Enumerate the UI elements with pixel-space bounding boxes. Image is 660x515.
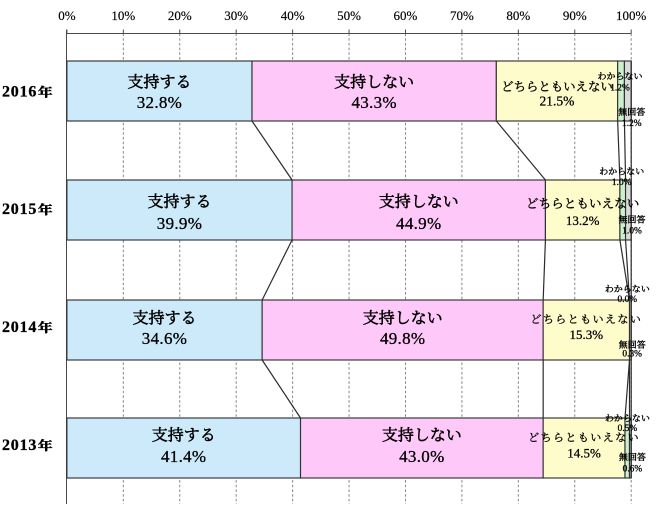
svg-text:0.3%: 0.3% bbox=[622, 349, 642, 359]
svg-text:0.5%: 0.5% bbox=[618, 424, 638, 434]
svg-text:100%: 100% bbox=[616, 8, 647, 23]
svg-text:1.0%: 1.0% bbox=[622, 226, 642, 236]
svg-text:0.0%: 0.0% bbox=[618, 295, 638, 305]
svg-text:10%: 10% bbox=[111, 8, 135, 23]
svg-text:50%: 50% bbox=[337, 8, 361, 23]
svg-text:41.4%: 41.4% bbox=[161, 447, 206, 466]
svg-text:0.6%: 0.6% bbox=[623, 464, 643, 474]
svg-text:21.5%: 21.5% bbox=[540, 94, 575, 109]
svg-text:49.8%: 49.8% bbox=[380, 329, 425, 348]
svg-text:30%: 30% bbox=[224, 8, 248, 23]
svg-text:20%: 20% bbox=[168, 8, 192, 23]
svg-text:15.3%: 15.3% bbox=[570, 327, 604, 342]
svg-text:14.5%: 14.5% bbox=[567, 445, 601, 460]
svg-text:0%: 0% bbox=[58, 8, 76, 23]
svg-text:1.2%: 1.2% bbox=[610, 83, 630, 93]
svg-text:90%: 90% bbox=[563, 8, 587, 23]
svg-text:40%: 40% bbox=[281, 8, 305, 23]
svg-text:43.3%: 43.3% bbox=[351, 93, 396, 112]
svg-text:39.9%: 39.9% bbox=[157, 214, 202, 233]
svg-text:80%: 80% bbox=[506, 8, 530, 23]
svg-text:2014: 2014 bbox=[2, 319, 37, 336]
svg-text:2013: 2013 bbox=[2, 437, 37, 454]
svg-text:1.0%: 1.0% bbox=[612, 178, 632, 188]
svg-text:44.9%: 44.9% bbox=[396, 214, 441, 233]
svg-text:60%: 60% bbox=[394, 8, 418, 23]
svg-text:2015: 2015 bbox=[2, 201, 37, 218]
svg-text:32.8%: 32.8% bbox=[137, 93, 182, 112]
svg-text:34.6%: 34.6% bbox=[142, 329, 187, 348]
svg-text:2016: 2016 bbox=[2, 84, 37, 101]
svg-text:1.2%: 1.2% bbox=[622, 119, 642, 129]
svg-text:13.2%: 13.2% bbox=[566, 213, 600, 228]
svg-text:43.0%: 43.0% bbox=[399, 447, 444, 466]
svg-text:70%: 70% bbox=[450, 8, 474, 23]
